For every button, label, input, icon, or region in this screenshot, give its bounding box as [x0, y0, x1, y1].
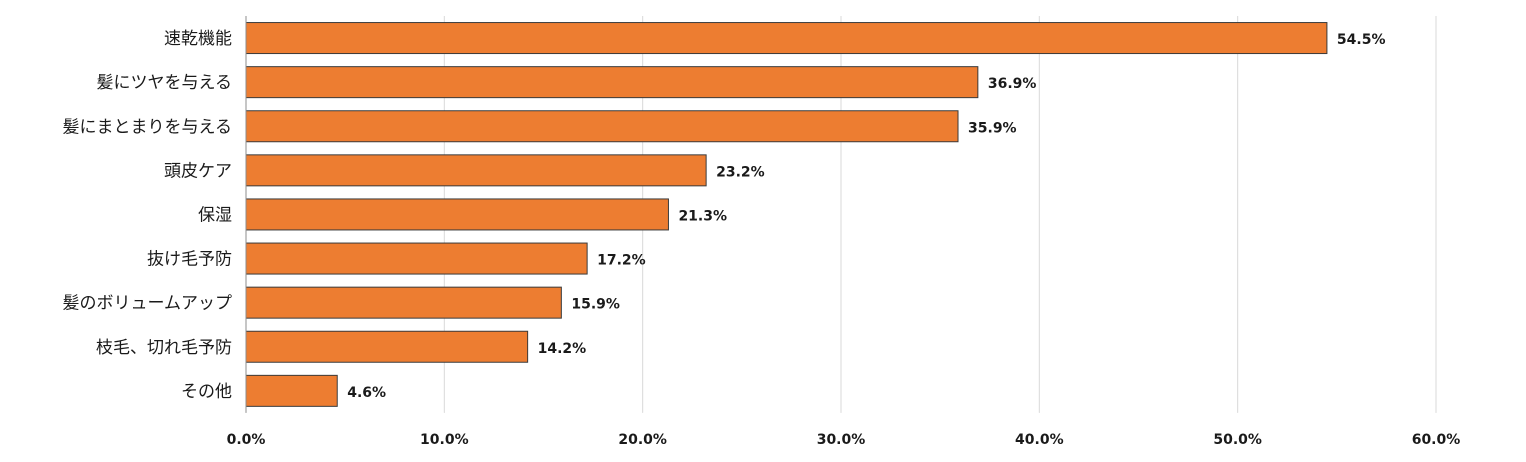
value-label: 23.2%: [716, 164, 765, 180]
bars: [245, 22, 1328, 407]
value-label: 36.9%: [988, 76, 1037, 92]
x-tick-label: 60.0%: [1412, 432, 1461, 448]
value-label: 17.2%: [597, 253, 646, 269]
bar: [245, 198, 669, 231]
category-label: 髪にツヤを与える: [97, 73, 233, 93]
x-tick-label: 50.0%: [1213, 432, 1262, 448]
x-axis-ticks: 0.0% 10.0% 20.0% 30.0% 40.0% 50.0% 60.0%: [227, 432, 1461, 448]
value-label: 15.9%: [571, 297, 620, 313]
category-label: 保湿: [198, 205, 232, 225]
value-label: 4.6%: [347, 385, 386, 401]
bar: [245, 330, 529, 363]
x-tick-label: 40.0%: [1015, 432, 1064, 448]
bar: [245, 374, 338, 407]
category-label: 髪のボリュームアップ: [63, 294, 233, 314]
category-labels: 速乾機能髪にツヤを与える髪にまとまりを与える頭皮ケア保湿抜け毛予防髪のボリューム…: [63, 29, 233, 402]
bar: [245, 66, 979, 99]
category-label: その他: [181, 382, 232, 402]
category-label: 抜け毛予防: [147, 250, 232, 270]
category-label: 速乾機能: [164, 29, 232, 49]
x-tick-label: 30.0%: [817, 432, 866, 448]
category-label: 枝毛、切れ毛予防: [96, 338, 232, 358]
x-tick-label: 0.0%: [227, 432, 266, 448]
value-label: 54.5%: [1337, 32, 1386, 48]
value-label: 21.3%: [678, 208, 727, 224]
x-tick-label: 10.0%: [420, 432, 469, 448]
bar: [245, 110, 959, 143]
bar: [245, 154, 707, 187]
x-tick-label: 20.0%: [618, 432, 667, 448]
category-label: 髪にまとまりを与える: [63, 117, 233, 137]
value-labels: 54.5% 36.9% 35.9% 23.2% 21.3% 17.2% 15.9% 14.2%…: [347, 32, 1385, 401]
value-label: 35.9%: [968, 120, 1017, 136]
bar: [245, 22, 1328, 55]
bar: [245, 286, 562, 319]
value-label: 14.2%: [538, 341, 587, 357]
bar: [245, 242, 588, 275]
category-label: 頭皮ケア: [164, 161, 232, 181]
